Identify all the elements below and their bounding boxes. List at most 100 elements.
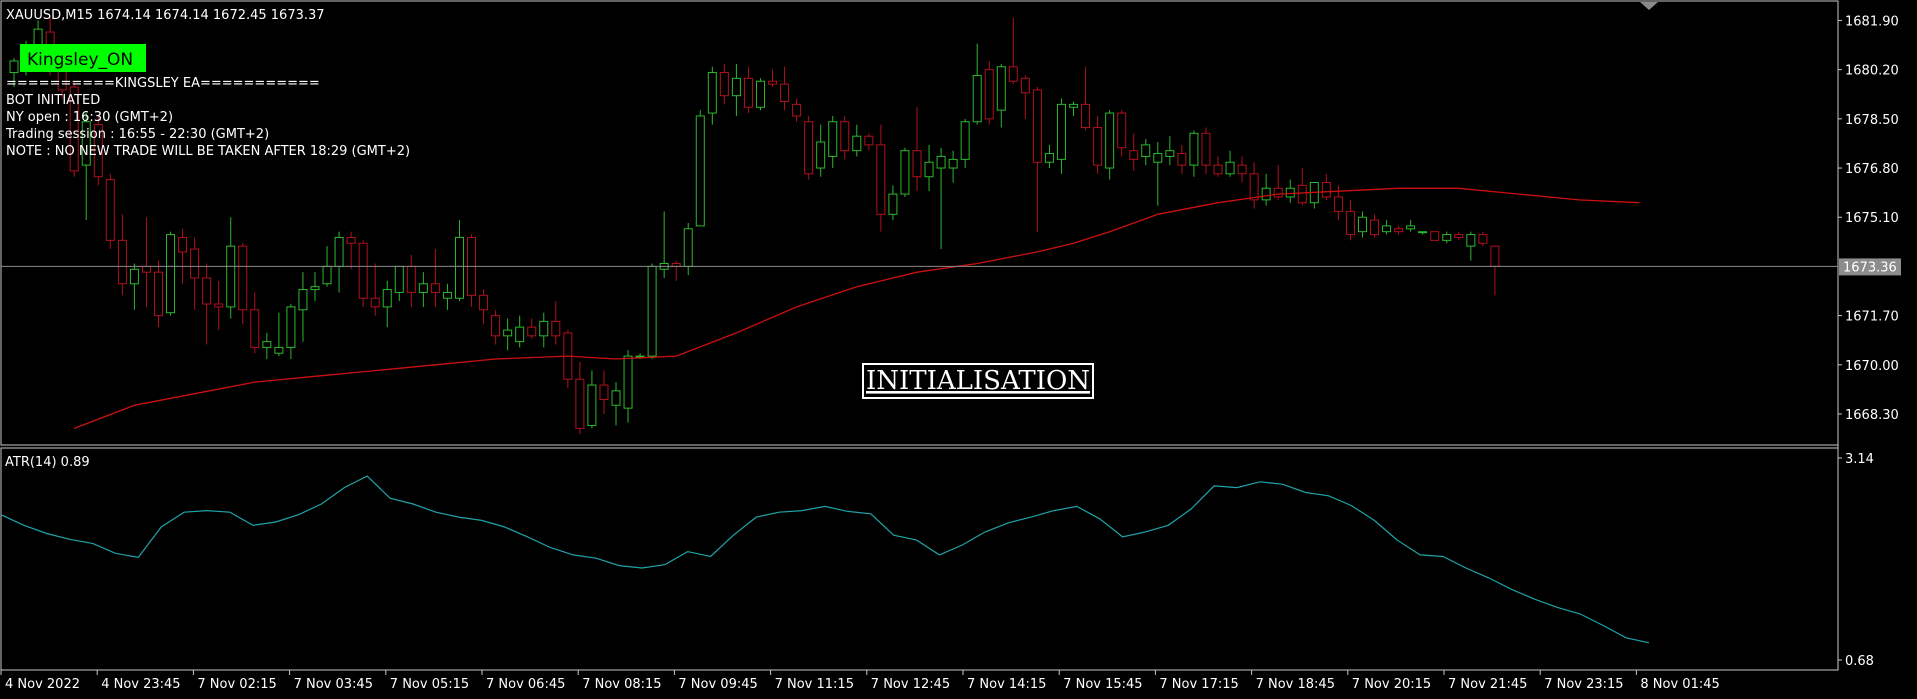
- candle: [1117, 110, 1127, 157]
- moving-average-line: [73, 187, 1640, 430]
- candle-body: [515, 326, 525, 343]
- candle: [1069, 101, 1079, 116]
- candle-body: [1370, 219, 1380, 236]
- current-price-tag-bg: [1839, 258, 1901, 276]
- candle-body: [852, 135, 862, 152]
- candle-body: [707, 72, 717, 114]
- status-box-label: INITIALISATION: [866, 366, 1090, 396]
- candle: [695, 110, 705, 227]
- candle: [611, 382, 621, 426]
- time-tick-label: 8 Nov 01:45: [1640, 677, 1719, 692]
- candle-body: [948, 158, 958, 169]
- price-tick-label: 1675.10: [1845, 211, 1899, 226]
- candle-body: [900, 150, 910, 195]
- candle: [960, 118, 970, 169]
- candle-body: [888, 193, 898, 215]
- candle-body: [1129, 150, 1139, 160]
- chart-shift-marker: [1640, 2, 1658, 10]
- candle: [1285, 179, 1295, 203]
- candle-body: [310, 286, 320, 291]
- candle: [1418, 231, 1428, 235]
- current-price-label: 1673.36: [1843, 260, 1897, 275]
- candle: [346, 231, 356, 270]
- time-axis: 4 Nov 2022 4 Nov 23:45 7 Nov 02:15 7 Nov 03…: [0, 670, 1720, 692]
- candle: [996, 63, 1006, 128]
- candle-body: [1081, 103, 1091, 129]
- candle: [1442, 231, 1452, 244]
- atr-tick-label: 0.68: [1845, 654, 1874, 669]
- candle: [382, 280, 392, 328]
- candle: [924, 144, 934, 192]
- candle-body: [430, 283, 440, 293]
- candle-body: [1333, 196, 1343, 212]
- candle: [226, 217, 236, 319]
- candle: [707, 66, 717, 125]
- candle: [948, 150, 958, 183]
- atr-layer: 3.14 0.68: [0, 452, 1874, 669]
- candle-body: [828, 121, 838, 157]
- candle-body: [924, 161, 934, 178]
- candle-body: [1321, 181, 1331, 198]
- candle: [1081, 66, 1091, 131]
- candle-body: [250, 309, 260, 348]
- candle-body: [1117, 112, 1127, 149]
- candle-body: [129, 268, 139, 285]
- candle: [888, 185, 898, 221]
- candle-body: [334, 236, 344, 267]
- price-tick-label: 1670.00: [1845, 359, 1899, 374]
- candle-body: [635, 355, 645, 358]
- candle: [9, 58, 19, 88]
- candle: [1237, 156, 1247, 183]
- candle: [1478, 231, 1488, 247]
- candle-body: [1032, 89, 1042, 163]
- candle-body: [972, 74, 982, 123]
- candle: [250, 292, 260, 354]
- candle: [876, 124, 886, 232]
- price-tick-label: 1676.80: [1845, 162, 1899, 177]
- price-axis: 1681.90 1680.20 1678.50 1676.80 1675.10 1671.…: [1838, 14, 1899, 423]
- candle: [984, 60, 994, 125]
- candle-body: [1478, 234, 1488, 244]
- candle: [153, 260, 163, 328]
- ea-badge-bg: [20, 44, 146, 72]
- candle-body: [1382, 225, 1392, 233]
- candle: [298, 272, 308, 342]
- candle-body: [743, 77, 753, 108]
- candle: [731, 63, 741, 116]
- time-tick-label: 7 Nov 09:45: [678, 677, 757, 692]
- candle-body: [1093, 127, 1103, 166]
- candle-body: [864, 135, 874, 146]
- candle-body: [1069, 103, 1079, 108]
- candle: [527, 318, 537, 339]
- candle-body: [719, 72, 729, 97]
- candle-body: [1345, 210, 1355, 236]
- moving-average-layer: [73, 187, 1640, 430]
- candle: [1177, 144, 1187, 174]
- candle: [1406, 220, 1416, 232]
- price-tick-label: 1681.90: [1845, 14, 1899, 29]
- candles-layer: [9, 17, 1500, 435]
- candle: [214, 280, 224, 331]
- candle: [93, 115, 103, 186]
- time-tick-label: 7 Nov 05:15: [390, 677, 469, 692]
- candle-body: [166, 234, 176, 314]
- candle-body: [840, 121, 850, 152]
- ea-line-session: Trading session : 16:55 - 22:30 (GMT+2): [5, 127, 269, 142]
- candle: [1382, 220, 1392, 235]
- time-tick-label: 7 Nov 06:45: [486, 677, 565, 692]
- candle: [1008, 17, 1018, 85]
- candle-body: [1466, 234, 1476, 247]
- candle-body: [141, 265, 151, 273]
- candle-body: [551, 320, 561, 337]
- candle: [286, 304, 296, 359]
- candle-body: [1237, 164, 1247, 175]
- candle: [1225, 150, 1235, 177]
- candle: [599, 370, 609, 414]
- candle-body: [69, 86, 79, 172]
- candle: [936, 147, 946, 250]
- candle: [1201, 127, 1211, 174]
- candle: [563, 330, 573, 388]
- candle-body: [202, 277, 212, 305]
- candle: [262, 332, 272, 359]
- candle-body: [527, 326, 537, 337]
